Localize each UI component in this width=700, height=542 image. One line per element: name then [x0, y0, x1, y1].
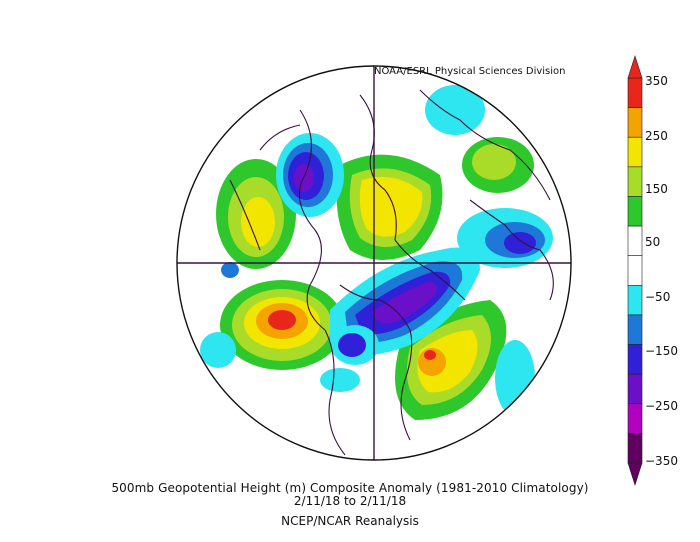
- colorbar-arrow-bottom: [627, 462, 643, 486]
- colorbar-segment: [627, 314, 643, 345]
- northwest-ridge-anomaly: [216, 159, 296, 269]
- colorbar-label: 150: [645, 182, 668, 196]
- pacific-ridge-anomaly: [220, 280, 344, 370]
- atlantic-trough-anomaly: [495, 340, 535, 416]
- colorbar-segment: [627, 433, 643, 464]
- polar-ridge-anomaly: [336, 154, 443, 260]
- colorbar-segment: [627, 196, 643, 227]
- colorbar-arrow-top: [627, 55, 643, 79]
- colorbar-segment: [627, 344, 643, 375]
- colorbar-label: −50: [645, 290, 671, 304]
- colorbar-segment: [627, 403, 643, 434]
- colorbar-segment: [627, 373, 643, 405]
- arctic-trough-anomaly: [425, 85, 485, 135]
- colorbar-segment: [627, 285, 643, 316]
- colorbar-segment: [627, 136, 643, 168]
- colorbar-segment: [627, 107, 643, 138]
- colorbar-segment: [627, 255, 643, 286]
- colorbar-label: 50: [645, 235, 661, 249]
- map-title: 500mb Geopotential Height (m) Composite …: [111, 481, 589, 495]
- colorbar-label: −150: [645, 344, 678, 358]
- coastlines: [229, 89, 554, 456]
- pacific-low-anomaly: [221, 262, 239, 278]
- colorbar-label: 350: [645, 74, 668, 88]
- colorbar: [627, 55, 643, 486]
- colorbar-segment: [627, 225, 643, 256]
- credit-text: NOAA/ESRL Physical Sciences Division: [374, 66, 566, 77]
- asia-ridge-anomaly: [462, 137, 534, 193]
- canada-trough-anomaly: [276, 133, 344, 217]
- map-boundary: [176, 65, 572, 461]
- colorbar-segment: [627, 166, 643, 197]
- colorbar-segment: [627, 77, 643, 108]
- anomaly-fields: [200, 85, 553, 420]
- colorbar-label: 250: [645, 129, 668, 143]
- date-range: 2/11/18 to 2/11/18: [293, 494, 407, 508]
- data-source: NCEP/NCAR Reanalysis: [281, 514, 419, 528]
- colorbar-label: −350: [645, 454, 678, 468]
- subtropic-trough-anomaly: [320, 368, 360, 392]
- colorbar-label: −250: [645, 399, 678, 413]
- pacific-trough-anomaly: [200, 332, 236, 368]
- siberia-trough-anomaly: [457, 208, 553, 268]
